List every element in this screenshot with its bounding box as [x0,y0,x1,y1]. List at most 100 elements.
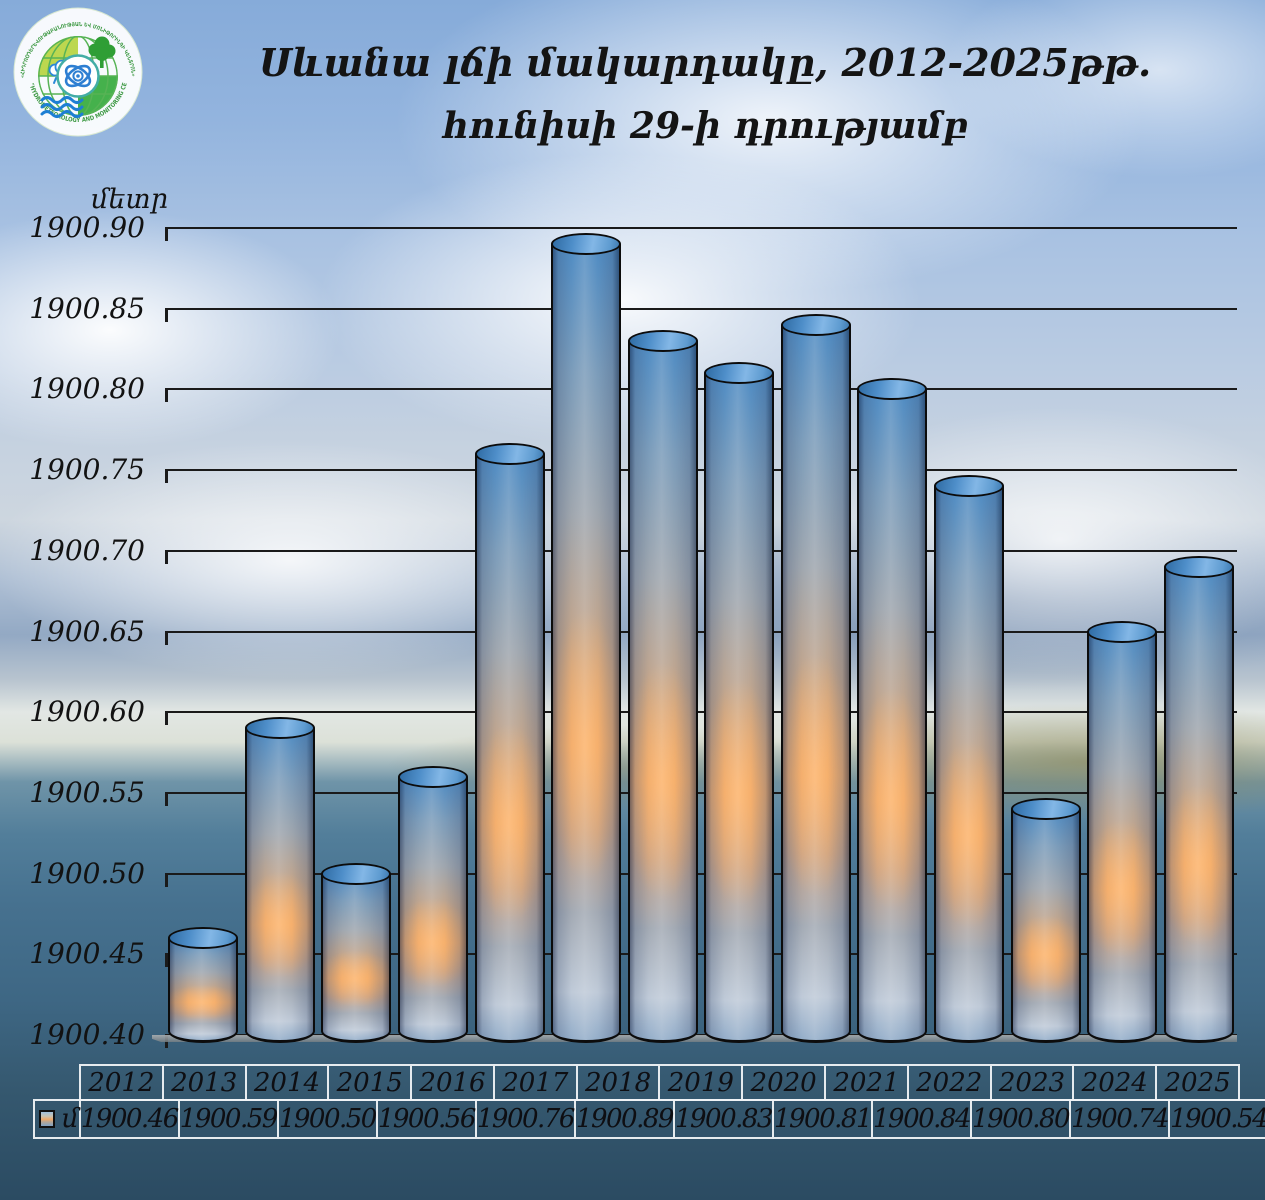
gridline [165,388,1237,403]
year-cell: 2019 [660,1064,744,1101]
bar-body [321,873,392,1043]
bar-body [244,728,315,1043]
bar-body [1010,809,1081,1043]
legend-marker [39,1110,55,1128]
bar-top-ellipse [704,362,775,385]
tree-icon [88,36,116,68]
bar-top-ellipse [627,329,698,352]
gridline [165,549,1237,564]
y-axis-unit-label: մետր [91,184,168,215]
bar-body [474,453,545,1043]
gridline [165,630,1237,645]
org-logo: «ՀԻԴՐՈՕԴԵՐԵՎՈՒԹԱԲԱՆՈՒԹՅԱՆ ԵՎ ՄՈՆԻԹՈՐԻՆԳԻ… [12,6,144,138]
legend-cell: մ [33,1099,81,1139]
year-cell: 2025 [1157,1064,1240,1101]
bar-top-ellipse [398,765,468,788]
bar-top-ellipse [551,233,622,256]
year-cell: 2024 [1074,1064,1158,1101]
bar-body [857,389,928,1043]
bar-top-ellipse [1163,555,1234,578]
year-cell: 2021 [826,1064,909,1101]
bar-top-ellipse [1087,620,1158,643]
y-axis-tick-label: 1900.65 [29,614,145,648]
bar-2023 [1010,798,1081,1043]
value-cell: 1900.80 [972,1099,1072,1139]
chart-title-line2: հունիսի 29-ի դրությամբ [442,105,968,147]
y-axis-tick-label: 1900.55 [29,775,145,809]
gridline [165,953,1237,968]
center-emblem-icon [56,54,100,98]
gridline [165,711,1237,726]
bar-body [780,324,851,1043]
y-axis-tick-label: 1900.60 [29,695,145,729]
bar-top-ellipse [244,717,315,740]
y-axis-tick-label: 1900.50 [29,856,145,890]
bar-top-ellipse [1010,798,1081,821]
year-cell: 2022 [908,1064,992,1101]
bar-2012 [168,927,239,1043]
value-cell: 1900.84 [873,1099,973,1139]
y-axis-tick-label: 1900.90 [29,211,145,244]
year-header-row: 2012 2013 2014 2015 2016 2017 2018 2019 2020 2021… [79,1064,1240,1101]
gridline [165,469,1237,484]
value-row: մ 1900.46 1900.59 1900.50 1900.56 1900.76 190… [33,1099,1265,1139]
value-cell: 1900.59 [179,1099,279,1139]
bar-2022 [934,475,1004,1043]
value-cell: 1900.83 [674,1099,774,1139]
bar-top-ellipse [934,475,1004,498]
year-cell: 2015 [329,1064,413,1101]
y-axis-tick-label: 1900.80 [29,372,145,406]
y-axis-tick-label: 1900.40 [29,1018,145,1051]
bar-2013 [244,717,315,1043]
value-cell: 1900.81 [773,1099,873,1139]
bar-top-ellipse [321,862,392,885]
bar-2018 [627,329,698,1043]
value-cell: 1900.56 [377,1099,477,1139]
value-cell: 1900.54 [1170,1099,1265,1139]
value-cell: 1900.76 [476,1099,576,1139]
value-cell: 1900.46 [80,1099,180,1139]
year-cell: 2012 [79,1064,164,1101]
bar-top-ellipse [474,442,545,465]
bar-top-ellipse [857,378,928,401]
year-cell: 2018 [577,1064,661,1101]
chart-title-block: Սևանա լճի մակարդակը, 2012-2025թթ. հունիս… [150,40,1260,147]
gridline [165,307,1237,322]
bar-2024 [1087,620,1158,1043]
bar-2015 [398,765,468,1043]
year-cell: 2020 [743,1064,827,1101]
chart-title-line1: Սևանա լճի մակարդակը, 2012-2025թթ. [258,40,1152,85]
bar-body [627,340,698,1043]
year-cell: 2023 [991,1064,1075,1101]
gridline [165,872,1237,887]
bar-2021 [857,378,928,1043]
value-cell: 1900.74 [1071,1099,1171,1139]
value-cell: 1900.50 [278,1099,378,1139]
year-cell: 2014 [246,1064,330,1101]
y-axis-tick-label: 1900.45 [29,937,145,971]
y-axis-tick-label: 1900.85 [29,291,145,325]
legend-series-label: մ [62,1104,79,1134]
gridline [165,791,1237,806]
chart-floor [152,1035,1237,1042]
bar-body [551,244,622,1043]
bar-body [1163,566,1234,1043]
bar-body [934,486,1004,1043]
bar-top-ellipse [780,313,851,336]
y-axis-tick-label: 1900.70 [29,533,145,567]
bar-2016 [474,442,545,1043]
bar-body [1087,631,1158,1043]
bar-2014 [321,862,392,1043]
year-cell: 2017 [494,1064,578,1101]
bar-2019 [704,362,775,1043]
bar-2017 [551,233,622,1043]
bar-2025 [1163,555,1234,1043]
bar-body [704,373,775,1043]
bar-top-ellipse [168,927,239,950]
value-cell: 1900.89 [575,1099,675,1139]
bar-2020 [780,313,851,1043]
y-axis-tick-label: 1900.75 [29,453,145,487]
gridline [165,227,1237,241]
bar-body [168,938,239,1043]
